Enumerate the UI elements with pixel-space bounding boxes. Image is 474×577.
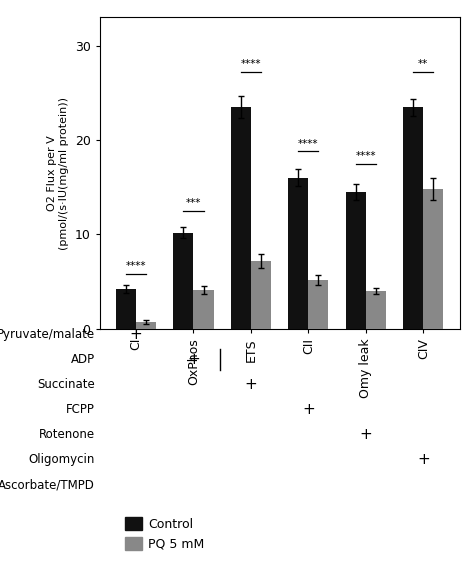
Bar [251,261,271,329]
Text: ****: **** [356,151,376,161]
Bar [193,290,214,329]
Bar [366,291,386,329]
Bar [231,107,251,329]
Text: ****: **** [298,138,319,148]
Text: **: ** [418,59,428,69]
Text: Succinate: Succinate [37,378,95,391]
Text: Pyruvate/malate: Pyruvate/malate [0,328,95,341]
Y-axis label: O2 Flux per V
(pmol/(s·IU(mg/ml protein)): O2 Flux per V (pmol/(s·IU(mg/ml protein)… [47,96,69,250]
Text: +: + [359,427,372,442]
Text: ****: **** [241,59,261,69]
Legend: Control, PQ 5 mM: Control, PQ 5 mM [125,516,205,551]
Bar [136,323,156,329]
Text: Ascorbate/TMPD: Ascorbate/TMPD [0,478,95,491]
Text: +: + [187,352,200,367]
Text: +: + [417,452,429,467]
Bar [423,189,443,329]
Text: ADP: ADP [71,353,95,366]
Bar [403,107,423,329]
Text: Rotenone: Rotenone [39,428,95,441]
Text: ***: *** [186,198,201,208]
Bar [288,178,309,329]
Text: +: + [245,377,257,392]
Bar [309,280,328,329]
Text: FCPP: FCPP [66,403,95,416]
Bar [173,233,193,329]
Bar [346,192,366,329]
Bar [116,289,136,329]
Text: +: + [130,327,142,342]
Text: +: + [302,402,315,417]
Text: ****: **** [126,261,146,271]
Text: Oligomycin: Oligomycin [28,453,95,466]
